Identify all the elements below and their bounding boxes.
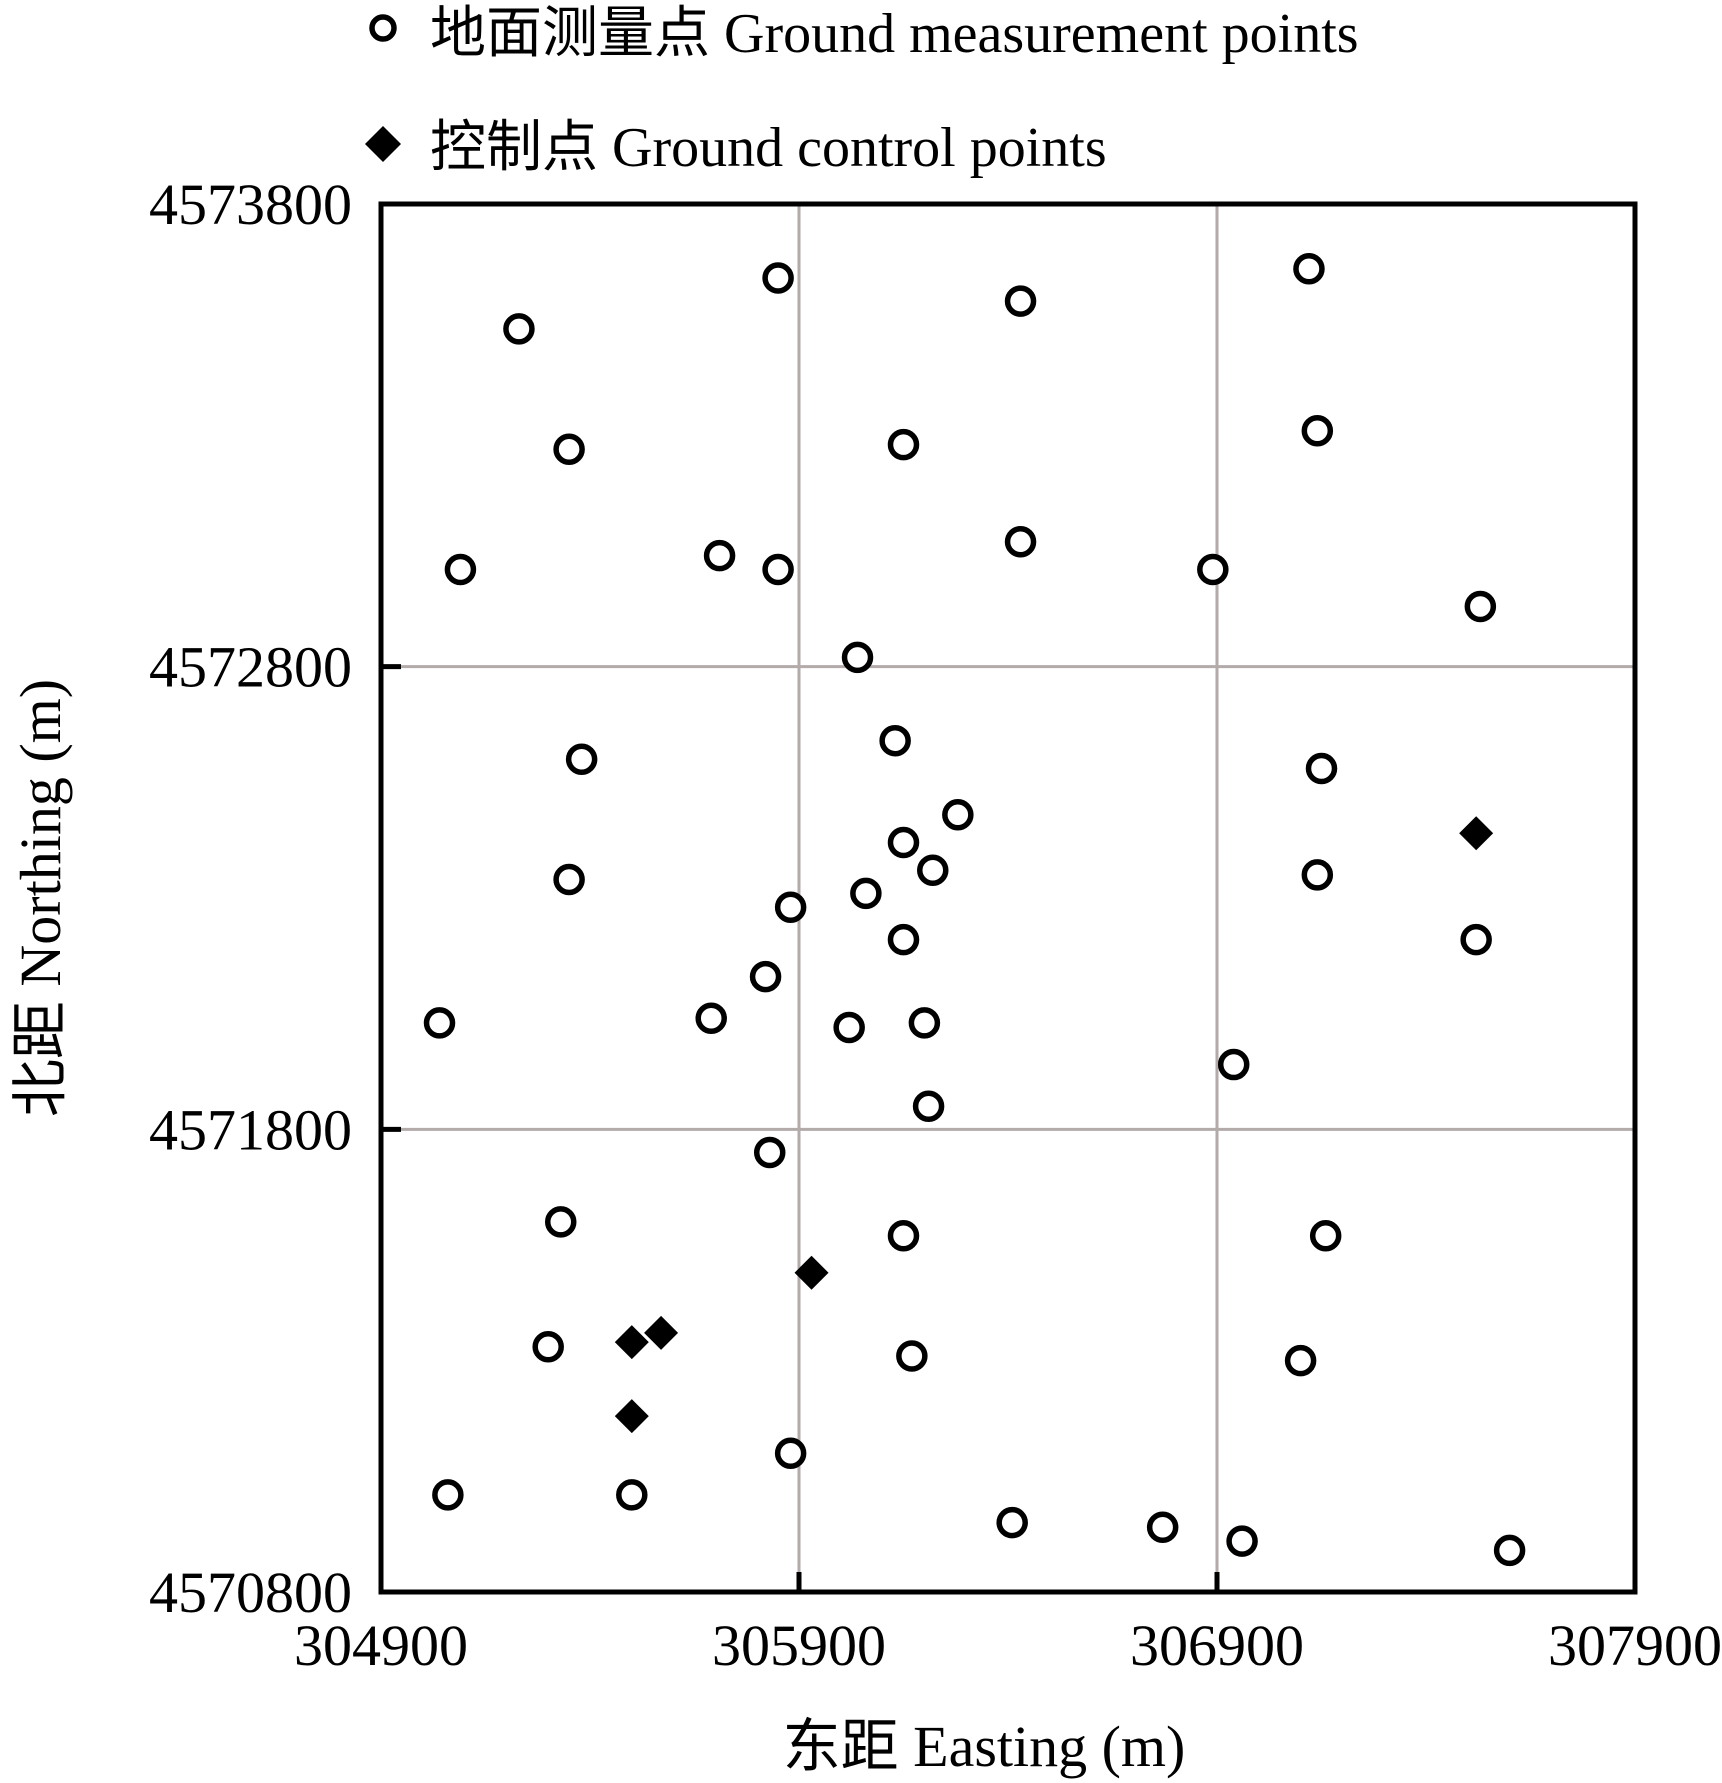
ground-control-point xyxy=(794,1255,829,1290)
ground-measurement-point xyxy=(1004,285,1037,317)
grid-lines xyxy=(381,204,1635,1592)
x-tick-label: 305900 xyxy=(712,1613,886,1678)
ground-measurement-point xyxy=(879,724,911,757)
x-tick-label: 307900 xyxy=(1548,1613,1722,1678)
ground-measurement-point xyxy=(762,553,794,586)
ground-measurement-point xyxy=(1293,253,1325,285)
y-tick-label: 4571800 xyxy=(149,1097,352,1162)
ground-measurement-point xyxy=(996,1506,1028,1539)
ground-measurement-point xyxy=(423,1007,456,1039)
ground-measurement-point xyxy=(1460,923,1492,956)
ground-control-point xyxy=(644,1315,679,1350)
ground-measurement-point xyxy=(942,798,974,831)
ground-measurement-point xyxy=(908,1007,941,1039)
ground-measurement-point xyxy=(1217,1048,1250,1081)
ground-measurement-point xyxy=(850,877,882,910)
ground-measurement-point xyxy=(912,1090,945,1122)
y-tick-label: 4573800 xyxy=(149,172,352,237)
ground-measurement-point xyxy=(444,553,477,586)
ground-measurement-point xyxy=(762,262,794,294)
ground-measurement-point xyxy=(887,826,920,859)
ground-control-point xyxy=(614,1325,649,1360)
ground-measurement-point xyxy=(1309,1219,1342,1252)
ground-measurement-point xyxy=(753,1136,786,1169)
ground-measurement-point xyxy=(887,428,920,461)
ground-control-point xyxy=(614,1399,649,1434)
data-points xyxy=(423,253,1526,1567)
ground-measurement-point xyxy=(703,539,736,572)
ground-measurement-point xyxy=(1493,1534,1526,1567)
tick-marks xyxy=(381,664,1220,1592)
x-tick-label: 304900 xyxy=(294,1613,468,1678)
ground-measurement-point xyxy=(695,1002,727,1035)
ground-measurement-point xyxy=(532,1331,564,1363)
ground-measurement-point xyxy=(565,743,598,775)
y-axis-title: 北距 Northing (m) xyxy=(8,679,73,1117)
ground-measurement-point xyxy=(544,1206,577,1238)
ground-measurement-point xyxy=(887,923,920,956)
y-tick-label: 4572800 xyxy=(149,635,352,700)
ground-measurement-point xyxy=(1226,1525,1258,1557)
plot-frame xyxy=(378,201,1638,1595)
ground-measurement-point xyxy=(887,1219,920,1252)
legend-control-label: 控制点 Ground control points xyxy=(430,117,1107,179)
ground-measurement-point xyxy=(553,863,585,896)
legend: 地面测量点 Ground measurement points 控制点 Grou… xyxy=(365,3,1359,179)
ground-measurement-point xyxy=(1305,752,1338,785)
ground-measurement-point xyxy=(841,641,874,674)
ground-measurement-point xyxy=(1146,1511,1179,1543)
ground-measurement-point xyxy=(616,1479,648,1511)
ground-measurement-point xyxy=(1301,859,1334,891)
ground-measurement-point xyxy=(1301,414,1334,447)
ground-measurement-point xyxy=(917,854,949,886)
ground-measurement-point xyxy=(553,433,585,465)
ground-measurement-point xyxy=(833,1011,865,1044)
ground-measurement-point xyxy=(1197,553,1229,586)
ground-control-point xyxy=(1459,816,1494,851)
x-axis-tick-labels: 304900 305900 306900 307900 xyxy=(294,1613,1722,1678)
y-axis-tick-labels: 4570800 4571800 4572800 4573800 xyxy=(149,172,352,1625)
ground-measurement-point xyxy=(1464,590,1497,623)
x-tick-label: 306900 xyxy=(1130,1613,1304,1678)
ground-measurement-point xyxy=(1284,1344,1317,1377)
ground-measurement-point xyxy=(503,313,535,345)
legend-control-marker xyxy=(365,126,401,162)
legend-measurement-label: 地面测量点 Ground measurement points xyxy=(430,3,1359,65)
y-tick-label: 4570800 xyxy=(149,1560,352,1625)
ground-measurement-point xyxy=(749,960,782,993)
ground-measurement-point xyxy=(774,1437,807,1469)
ground-measurement-point xyxy=(774,891,807,924)
x-axis-title: 东距 Easting (m) xyxy=(783,1714,1186,1779)
ground-measurement-point xyxy=(432,1479,464,1511)
ground-measurement-point xyxy=(1004,525,1037,558)
ground-measurement-point xyxy=(896,1340,928,1372)
legend-measurement-marker xyxy=(369,14,397,42)
